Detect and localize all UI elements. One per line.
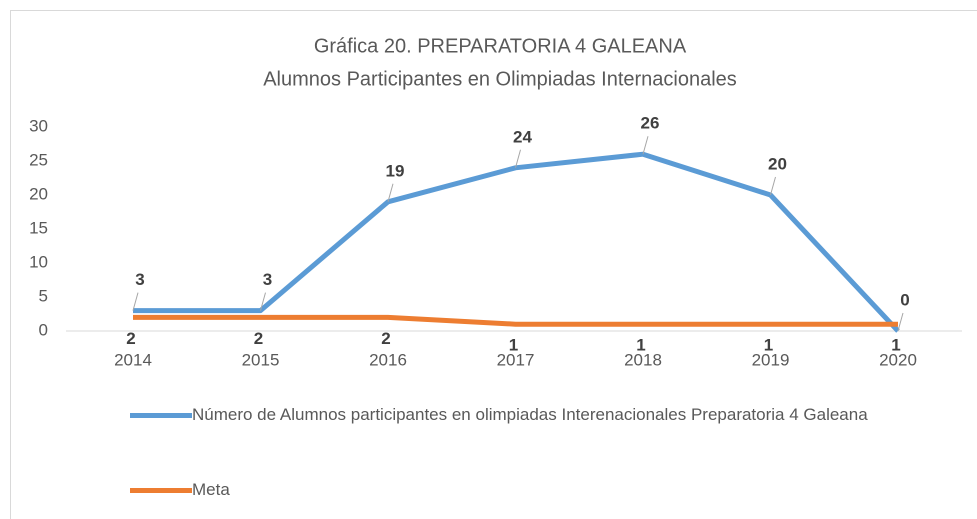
chart-title: Gráfica 20. PREPARATORIA 4 GALEANA xyxy=(314,35,687,57)
data-label: 2 xyxy=(254,329,263,348)
data-label: 2 xyxy=(381,329,390,348)
data-label: 1 xyxy=(891,336,900,355)
y-tick-label: 0 xyxy=(39,320,48,339)
x-tick-label: 2016 xyxy=(369,350,407,369)
legend-swatch xyxy=(130,413,192,418)
data-label: 1 xyxy=(636,336,645,355)
x-tick-label: 2015 xyxy=(242,350,280,369)
leader-line xyxy=(515,149,521,168)
data-label: 2 xyxy=(126,329,135,348)
data-label: 19 xyxy=(386,161,405,180)
y-tick-label: 20 xyxy=(29,184,48,203)
y-tick-label: 25 xyxy=(29,150,48,169)
data-label: 3 xyxy=(135,270,144,289)
leader-line xyxy=(132,292,139,311)
x-tick-label: 2018 xyxy=(624,350,662,369)
data-label: 20 xyxy=(768,154,787,173)
x-tick-label: 2014 xyxy=(114,350,152,369)
y-tick-label: 15 xyxy=(29,218,48,237)
data-label: 3 xyxy=(263,270,272,289)
y-tick-label: 10 xyxy=(29,252,48,271)
legend-item: Número de Alumnos participantes en olimp… xyxy=(130,402,977,428)
chart-subtitle: Alumnos Participantes en Olimpiadas Inte… xyxy=(263,68,737,90)
leader-line xyxy=(897,312,904,332)
leader-line xyxy=(642,136,649,155)
x-tick-label: 2020 xyxy=(879,350,917,369)
x-tick-label: 2017 xyxy=(497,350,535,369)
legend-item: Meta xyxy=(130,477,977,503)
data-label: 24 xyxy=(513,127,532,146)
series-line xyxy=(133,151,900,333)
legend-swatch xyxy=(130,488,192,493)
data-label: 1 xyxy=(509,336,518,355)
leader-line xyxy=(770,176,776,196)
data-label: 0 xyxy=(900,290,909,309)
data-label: 26 xyxy=(641,114,660,133)
series-line xyxy=(133,314,898,327)
y-tick-label: 30 xyxy=(29,116,48,135)
x-tick-label: 2019 xyxy=(752,350,790,369)
leader-line xyxy=(260,292,266,311)
leader-line xyxy=(387,183,394,202)
chart-border xyxy=(10,10,977,519)
legend-label: Número de Alumnos participantes en olimp… xyxy=(192,405,868,424)
y-tick-label: 5 xyxy=(39,286,48,305)
data-label: 1 xyxy=(764,336,773,355)
legend-label: Meta xyxy=(192,480,230,499)
